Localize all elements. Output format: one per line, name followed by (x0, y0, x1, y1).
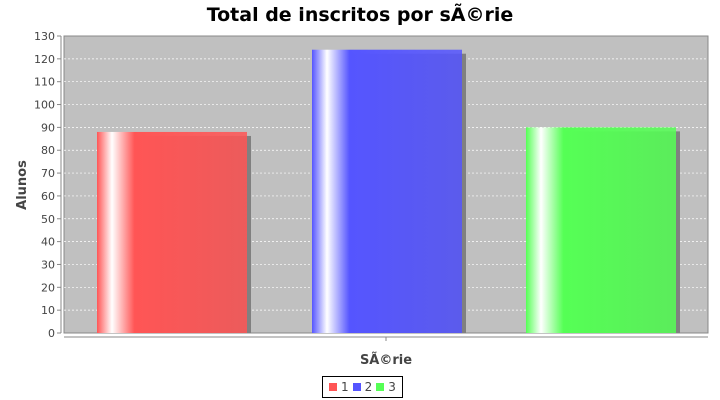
legend-item: 2 (352, 380, 373, 394)
legend-label: 3 (388, 380, 396, 394)
bar-3 (526, 127, 676, 333)
y-tick-label: 120 (34, 53, 55, 66)
y-tick-label: 10 (41, 304, 55, 317)
y-tick-label: 30 (41, 258, 55, 271)
y-tick-label: 20 (41, 281, 55, 294)
legend: 1 2 3 (322, 376, 403, 398)
legend-label: 1 (341, 380, 349, 394)
legend-item: 1 (329, 380, 349, 394)
y-tick-label: 40 (41, 236, 55, 249)
y-tick-label: 110 (34, 76, 55, 89)
y-tick-label: 70 (41, 167, 55, 180)
chart-title: Total de inscritos por sÃ©rie (206, 4, 514, 26)
y-tick-label: 50 (41, 213, 55, 226)
y-tick-label: 100 (34, 99, 55, 112)
y-tick-label: 0 (48, 327, 55, 340)
legend-label: 2 (364, 380, 373, 394)
y-tick-label: 90 (41, 121, 55, 134)
bar-2 (312, 49, 462, 333)
y-tick-label: 130 (34, 30, 55, 43)
legend-swatch (376, 383, 385, 391)
bar-1 (97, 131, 247, 333)
y-tick-label: 60 (41, 190, 55, 203)
x-axis-label: SÃ©rie (360, 352, 412, 368)
y-tick-label: 80 (41, 144, 55, 157)
legend-item: 3 (376, 380, 396, 394)
legend-swatch (329, 383, 337, 391)
y-axis-label: Alunos (15, 160, 30, 210)
legend-swatch (352, 383, 361, 391)
